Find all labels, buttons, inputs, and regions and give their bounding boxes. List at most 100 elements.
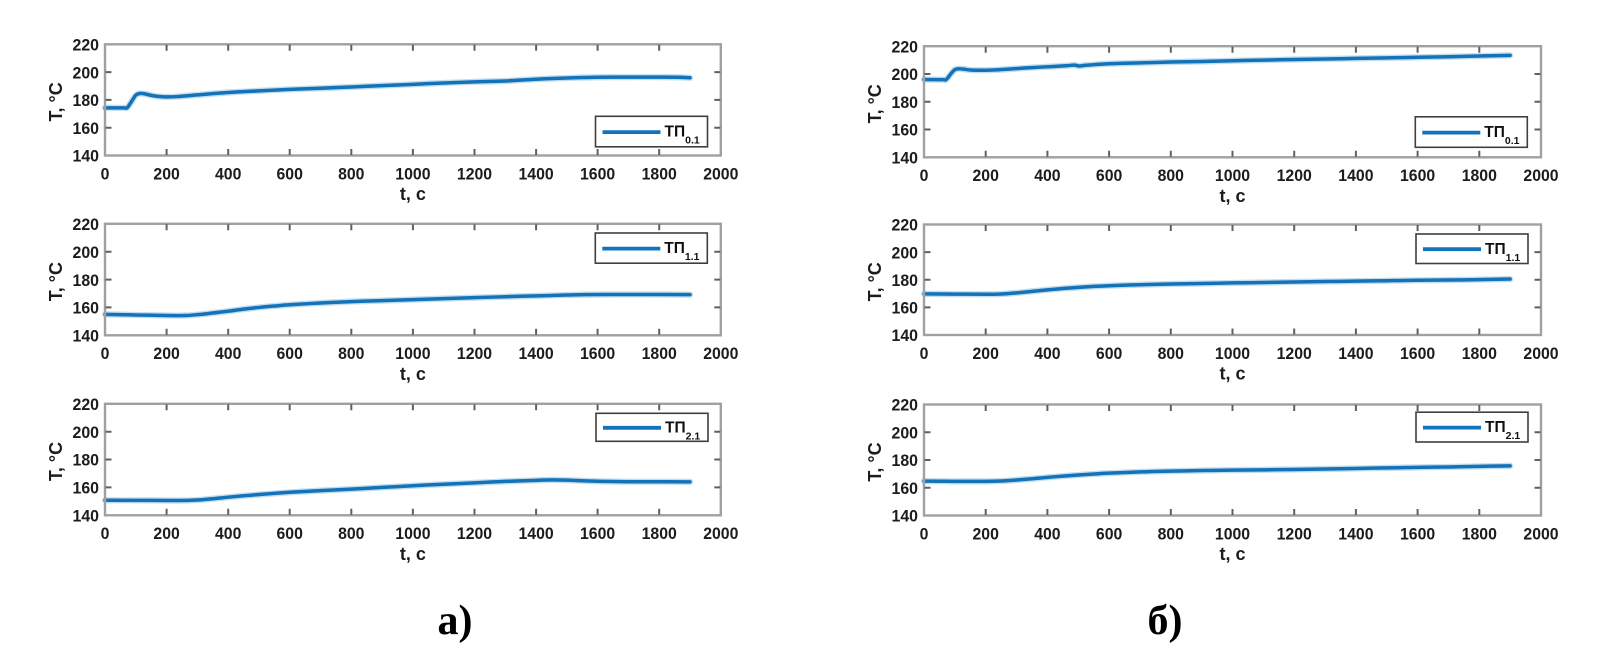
svg-text:600: 600	[1096, 344, 1122, 363]
svg-text:2000: 2000	[1523, 524, 1558, 543]
svg-text:180: 180	[892, 271, 919, 290]
svg-text:400: 400	[215, 164, 241, 183]
svg-text:140: 140	[73, 507, 100, 526]
svg-text:1600: 1600	[1400, 524, 1435, 543]
svg-text:200: 200	[153, 164, 179, 183]
svg-text:T, °C: T, °C	[46, 442, 66, 481]
svg-text:200: 200	[73, 63, 100, 82]
svg-text:1800: 1800	[1462, 524, 1497, 543]
svg-text:180: 180	[892, 93, 919, 112]
svg-text:0: 0	[101, 524, 110, 543]
svg-text:t, c: t, c	[1219, 364, 1245, 384]
svg-text:800: 800	[338, 164, 364, 183]
svg-text:1800: 1800	[642, 524, 677, 543]
svg-text:200: 200	[973, 166, 999, 185]
svg-text:1600: 1600	[1400, 166, 1435, 185]
svg-text:t, c: t, c	[400, 544, 426, 564]
svg-text:140: 140	[892, 507, 919, 526]
svg-text:220: 220	[73, 36, 100, 55]
svg-text:140: 140	[73, 147, 100, 166]
svg-text:T, °C: T, °C	[865, 262, 885, 301]
svg-text:1200: 1200	[1277, 344, 1312, 363]
svg-text:1000: 1000	[1215, 344, 1250, 363]
svg-text:200: 200	[892, 65, 919, 84]
svg-text:600: 600	[277, 164, 303, 183]
svg-text:1200: 1200	[1277, 524, 1312, 543]
svg-text:180: 180	[73, 451, 100, 470]
svg-text:800: 800	[1158, 524, 1184, 543]
svg-text:220: 220	[73, 395, 100, 414]
svg-text:1000: 1000	[395, 164, 430, 183]
svg-text:1600: 1600	[580, 164, 615, 183]
svg-text:200: 200	[153, 344, 179, 363]
svg-text:1800: 1800	[642, 164, 677, 183]
svg-text:2000: 2000	[1523, 344, 1558, 363]
svg-text:200: 200	[153, 524, 179, 543]
svg-text:220: 220	[892, 37, 919, 56]
svg-text:0: 0	[920, 344, 929, 363]
svg-text:2000: 2000	[703, 524, 738, 543]
svg-text:T, °C: T, °C	[865, 442, 885, 481]
svg-text:160: 160	[73, 299, 100, 318]
svg-text:160: 160	[73, 119, 100, 138]
svg-text:400: 400	[1034, 344, 1060, 363]
svg-text:180: 180	[892, 451, 919, 470]
svg-text:800: 800	[338, 524, 364, 543]
svg-text:1400: 1400	[519, 524, 554, 543]
svg-text:140: 140	[892, 326, 919, 345]
svg-text:220: 220	[892, 396, 919, 415]
svg-text:1600: 1600	[1400, 344, 1435, 363]
svg-text:1200: 1200	[457, 524, 492, 543]
svg-text:600: 600	[1096, 166, 1122, 185]
svg-text:2000: 2000	[1523, 166, 1558, 185]
svg-text:200: 200	[973, 524, 999, 543]
svg-text:160: 160	[892, 479, 919, 498]
svg-text:0: 0	[101, 344, 110, 363]
svg-text:400: 400	[1034, 166, 1060, 185]
svg-text:T, °C: T, °C	[46, 262, 66, 301]
svg-text:t, c: t, c	[400, 364, 426, 384]
svg-text:1200: 1200	[1277, 166, 1312, 185]
svg-text:t, c: t, c	[1219, 544, 1245, 564]
svg-text:1800: 1800	[642, 344, 677, 363]
svg-text:2000: 2000	[703, 344, 738, 363]
svg-text:600: 600	[277, 524, 303, 543]
svg-text:180: 180	[73, 271, 100, 290]
svg-text:1400: 1400	[1338, 344, 1373, 363]
svg-text:t, c: t, c	[1219, 186, 1245, 206]
svg-text:T, °C: T, °C	[865, 84, 885, 123]
svg-text:1000: 1000	[395, 344, 430, 363]
svg-text:160: 160	[73, 479, 100, 498]
svg-text:2000: 2000	[703, 164, 738, 183]
svg-text:1600: 1600	[580, 344, 615, 363]
svg-text:t, c: t, c	[400, 184, 426, 204]
svg-text:180: 180	[73, 91, 100, 110]
svg-text:140: 140	[73, 327, 100, 346]
svg-text:б): б)	[1148, 598, 1183, 644]
svg-text:1600: 1600	[580, 524, 615, 543]
svg-text:1400: 1400	[519, 164, 554, 183]
svg-text:800: 800	[1158, 344, 1184, 363]
svg-text:400: 400	[215, 344, 241, 363]
svg-text:1000: 1000	[1215, 524, 1250, 543]
svg-text:1200: 1200	[457, 344, 492, 363]
svg-text:400: 400	[215, 524, 241, 543]
svg-text:0: 0	[920, 524, 929, 543]
svg-text:800: 800	[338, 344, 364, 363]
svg-text:200: 200	[892, 423, 919, 442]
svg-text:200: 200	[73, 243, 100, 262]
svg-text:160: 160	[892, 299, 919, 318]
svg-text:1400: 1400	[1338, 524, 1373, 543]
svg-text:200: 200	[973, 344, 999, 363]
svg-text:160: 160	[892, 121, 919, 140]
svg-text:200: 200	[892, 243, 919, 262]
svg-text:220: 220	[892, 216, 919, 235]
svg-text:1400: 1400	[519, 344, 554, 363]
svg-text:1200: 1200	[457, 164, 492, 183]
svg-text:600: 600	[277, 344, 303, 363]
svg-text:1000: 1000	[1215, 166, 1250, 185]
svg-text:200: 200	[73, 423, 100, 442]
svg-text:1800: 1800	[1462, 166, 1497, 185]
svg-text:600: 600	[1096, 524, 1122, 543]
svg-text:140: 140	[892, 149, 919, 168]
